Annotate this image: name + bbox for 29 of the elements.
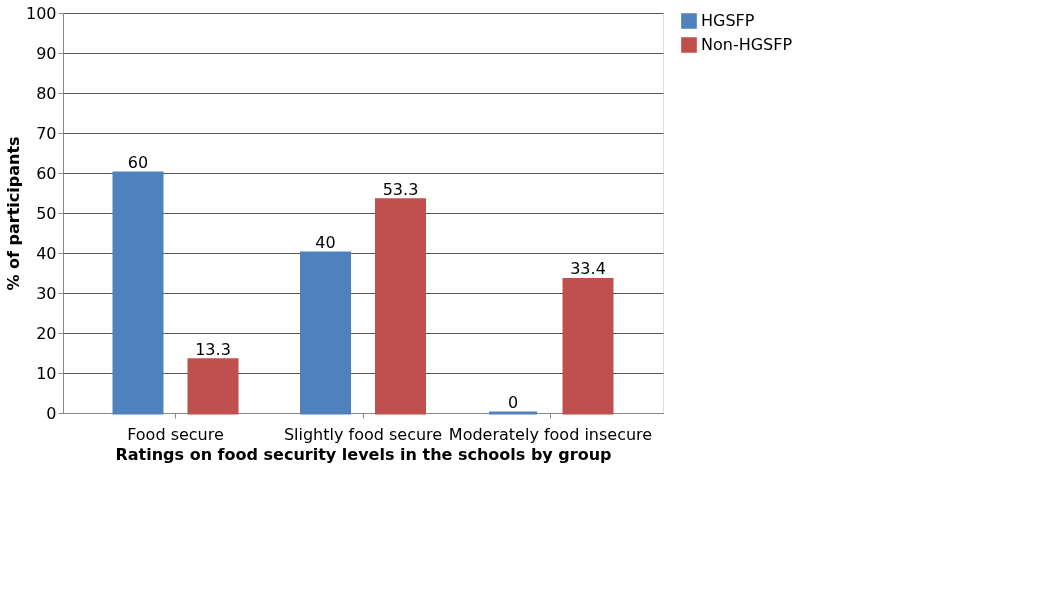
y-tick-label: 50 <box>36 203 57 223</box>
y-tick-label: 0 <box>46 403 57 423</box>
data-label: 60 <box>127 153 149 172</box>
y-tick-label: 10 <box>36 363 57 383</box>
data-label: 0 <box>507 393 519 412</box>
legend-label: Non-HGSFP <box>701 35 793 54</box>
bar <box>187 358 239 415</box>
bar <box>562 277 614 415</box>
x-tick-label: Food secure <box>127 424 224 444</box>
y-tick-label: 90 <box>36 43 57 63</box>
x-tick-label: Slightly food secure <box>283 424 443 444</box>
y-axis-title: % of participants <box>3 136 23 291</box>
y-tick-label: 100 <box>25 3 57 23</box>
data-label: 33.4 <box>570 259 606 279</box>
legend-label: HGSFP <box>701 11 755 30</box>
bar <box>375 198 426 415</box>
y-tick-label: 60 <box>36 163 57 183</box>
x-tick-label: Moderately food insecure <box>448 424 653 444</box>
bar <box>112 171 164 415</box>
data-label: 40 <box>315 233 336 252</box>
bar <box>300 251 351 415</box>
y-tick-label: 40 <box>36 243 57 263</box>
data-label: 13.3 <box>195 339 231 359</box>
data-label: 53.3 <box>382 179 419 199</box>
y-tick-label: 30 <box>36 283 57 303</box>
x-axis-title: Ratings on food security levels in the schools by group <box>115 444 612 464</box>
y-tick-label: 80 <box>36 83 57 103</box>
y-tick-label: 70 <box>36 123 57 143</box>
y-tick-label: 20 <box>36 323 57 343</box>
